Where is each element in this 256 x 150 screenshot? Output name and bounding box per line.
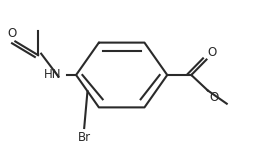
Text: O: O	[8, 27, 17, 40]
Text: HN: HN	[44, 69, 61, 81]
Text: Br: Br	[78, 131, 91, 144]
Text: O: O	[208, 46, 217, 59]
Text: O: O	[209, 91, 218, 104]
